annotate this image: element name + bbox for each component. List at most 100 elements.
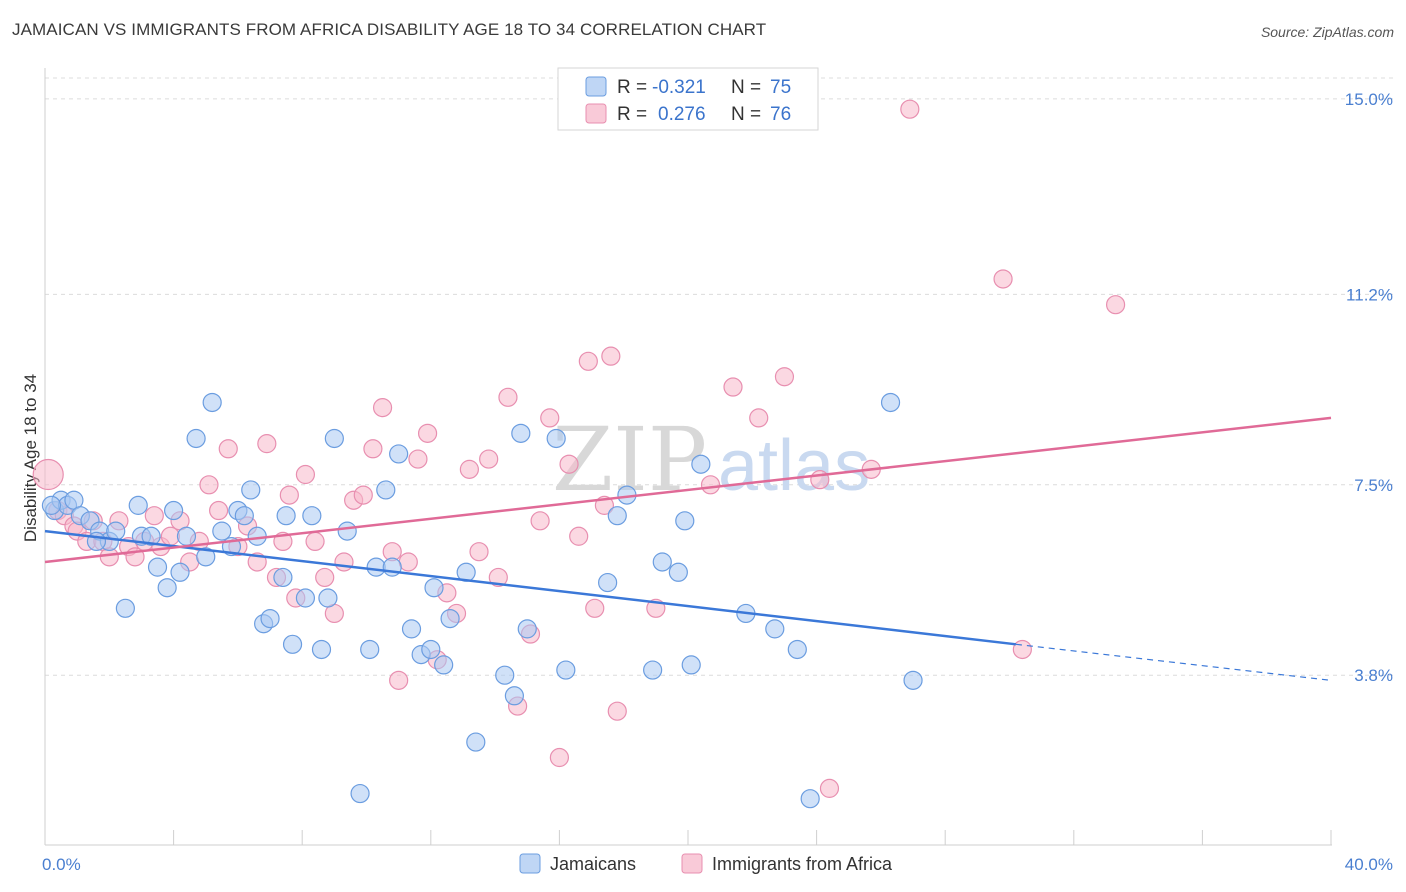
x-tick-label-max: 40.0% <box>1345 855 1393 874</box>
africa-point <box>601 346 621 366</box>
legend-n-value-africa: 76 <box>770 104 791 125</box>
jamaicans-point <box>668 562 688 582</box>
jamaicans-point <box>337 521 357 541</box>
africa-point <box>279 485 299 505</box>
jamaicans-point <box>681 655 701 675</box>
africa-point <box>459 459 479 479</box>
africa-point <box>398 552 418 572</box>
x-tick-label-min: 0.0% <box>42 855 81 874</box>
jamaicans-point <box>389 444 409 464</box>
africa-point <box>479 449 499 469</box>
legend-n-value-jamaicans: 75 <box>770 77 791 98</box>
grid-lines <box>45 77 1393 676</box>
africa-point <box>723 377 743 397</box>
trend-lines <box>44 416 1332 681</box>
bottom-legend-label-jamaicans: Jamaicans <box>550 854 636 874</box>
jamaicans-point <box>141 526 161 546</box>
jamaicans-point <box>643 660 663 680</box>
trend-line-jamaicans-extension <box>1015 643 1332 681</box>
x-ticks <box>44 830 1332 845</box>
jamaicans-point <box>350 783 370 804</box>
africa-point <box>334 552 354 572</box>
jamaicans-point <box>86 531 107 552</box>
jamaicans-point <box>787 639 807 660</box>
jamaicans-point <box>652 552 672 572</box>
africa-point <box>540 408 560 428</box>
africa-point <box>160 526 180 546</box>
jamaicans-point <box>212 521 232 541</box>
y-tick-label: 11.2% <box>1346 285 1393 304</box>
jamaicans-point <box>176 526 197 546</box>
y-tick-label: 3.8% <box>1354 666 1393 685</box>
bottom-legend-swatch-jamaicans <box>519 853 541 874</box>
jamaicans-point <box>424 578 444 598</box>
africa-point <box>144 506 164 526</box>
africa-point <box>993 269 1013 289</box>
africa-point <box>607 701 627 721</box>
jamaicans-point <box>147 557 168 577</box>
stats-legend: R = -0.321 N = 75 R = 0.276 N = 76 <box>557 67 819 131</box>
africa-point <box>530 511 550 531</box>
bottom-legend: Jamaicans Immigrants from Africa <box>519 853 893 874</box>
africa-point <box>408 449 428 469</box>
africa-point <box>498 387 518 407</box>
africa-point <box>549 747 570 768</box>
jamaicans-point <box>546 428 566 449</box>
jamaicans-point <box>302 506 322 526</box>
africa-point <box>389 670 409 690</box>
jamaicans-point <box>186 428 206 449</box>
jamaicans-point <box>295 588 316 608</box>
jamaicans-point <box>170 562 190 582</box>
jamaicans-point <box>234 506 254 526</box>
jamaicans-point <box>311 639 332 660</box>
legend-n-label-jamaicans: N = <box>731 77 761 98</box>
watermark: ZIP atlas <box>552 408 870 511</box>
legend-r-label-africa: R = <box>617 104 647 125</box>
jamaicans-point <box>421 639 441 660</box>
jamaicans-point <box>241 480 261 500</box>
jamaicans-point <box>282 634 303 654</box>
legend-swatch-jamaicans <box>585 76 607 97</box>
africa-point <box>774 367 795 387</box>
jamaicans-point <box>434 655 454 675</box>
africa-point <box>1105 295 1126 315</box>
y-axis-title: Disability Age 18 to 34 <box>21 374 40 542</box>
africa-point <box>305 531 325 552</box>
jamaicans-point <box>765 619 785 639</box>
africa-point <box>353 485 373 505</box>
legend-r-value-africa: 0.276 <box>658 104 706 125</box>
jamaicans-point <box>401 619 422 639</box>
jamaicans-point <box>440 608 460 629</box>
jamaicans-point <box>495 665 515 685</box>
legend-r-value-jamaicans: -0.321 <box>652 77 706 98</box>
jamaicans-point <box>324 428 344 449</box>
jamaicans-point <box>675 511 695 531</box>
jamaicans-point <box>196 547 216 567</box>
africa-point <box>569 526 589 546</box>
africa-point <box>218 439 238 459</box>
africa-point <box>900 99 920 119</box>
jamaicans-point <box>511 423 531 443</box>
y-tick-labels: 3.8% 7.5% 11.2% 15.0% <box>1345 90 1393 685</box>
africa-point <box>363 439 383 459</box>
jamaicans-point <box>157 578 177 598</box>
jamaicans-point <box>691 454 711 474</box>
jamaicans-point <box>115 598 135 618</box>
jamaicans-point <box>360 639 380 660</box>
africa-point <box>209 500 229 521</box>
trend-line-jamaicans <box>44 529 1017 646</box>
jamaicans-point <box>128 495 148 515</box>
africa-point <box>749 408 769 428</box>
jamaicans-point <box>164 500 184 521</box>
bottom-legend-label-africa: Immigrants from Africa <box>712 854 893 874</box>
y-tick-label: 7.5% <box>1354 476 1393 495</box>
chart-title: JAMAICAN VS IMMIGRANTS FROM AFRICA DISAB… <box>12 20 767 39</box>
legend-r-label-jamaicans: R = <box>617 77 647 98</box>
jamaicans-point <box>276 506 296 526</box>
jamaicans-point <box>880 392 901 413</box>
chart-source: Source: ZipAtlas.com <box>1260 24 1394 40</box>
jamaicans-point <box>202 392 222 413</box>
africa-point <box>32 458 64 491</box>
jamaicans-point <box>556 660 576 680</box>
